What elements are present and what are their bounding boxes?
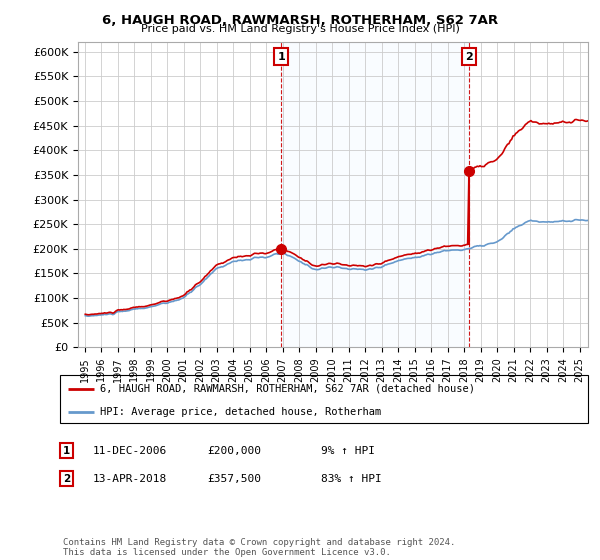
Text: Price paid vs. HM Land Registry's House Price Index (HPI): Price paid vs. HM Land Registry's House … — [140, 24, 460, 34]
Bar — [281, 42, 469, 347]
Text: 6, HAUGH ROAD, RAWMARSH, ROTHERHAM, S62 7AR (detached house): 6, HAUGH ROAD, RAWMARSH, ROTHERHAM, S62 … — [100, 384, 475, 394]
Text: Contains HM Land Registry data © Crown copyright and database right 2024.
This d: Contains HM Land Registry data © Crown c… — [63, 538, 455, 557]
Text: £357,500: £357,500 — [207, 474, 261, 484]
Text: HPI: Average price, detached house, Rotherham: HPI: Average price, detached house, Roth… — [100, 407, 381, 417]
Text: 2: 2 — [63, 474, 70, 484]
Text: 9% ↑ HPI: 9% ↑ HPI — [321, 446, 375, 456]
Text: 6, HAUGH ROAD, RAWMARSH, ROTHERHAM, S62 7AR: 6, HAUGH ROAD, RAWMARSH, ROTHERHAM, S62 … — [102, 14, 498, 27]
Text: 83% ↑ HPI: 83% ↑ HPI — [321, 474, 382, 484]
Text: 1: 1 — [277, 52, 285, 62]
Text: 1: 1 — [63, 446, 70, 456]
Text: £200,000: £200,000 — [207, 446, 261, 456]
Text: 11-DEC-2006: 11-DEC-2006 — [93, 446, 167, 456]
Text: 13-APR-2018: 13-APR-2018 — [93, 474, 167, 484]
Text: 2: 2 — [465, 52, 473, 62]
